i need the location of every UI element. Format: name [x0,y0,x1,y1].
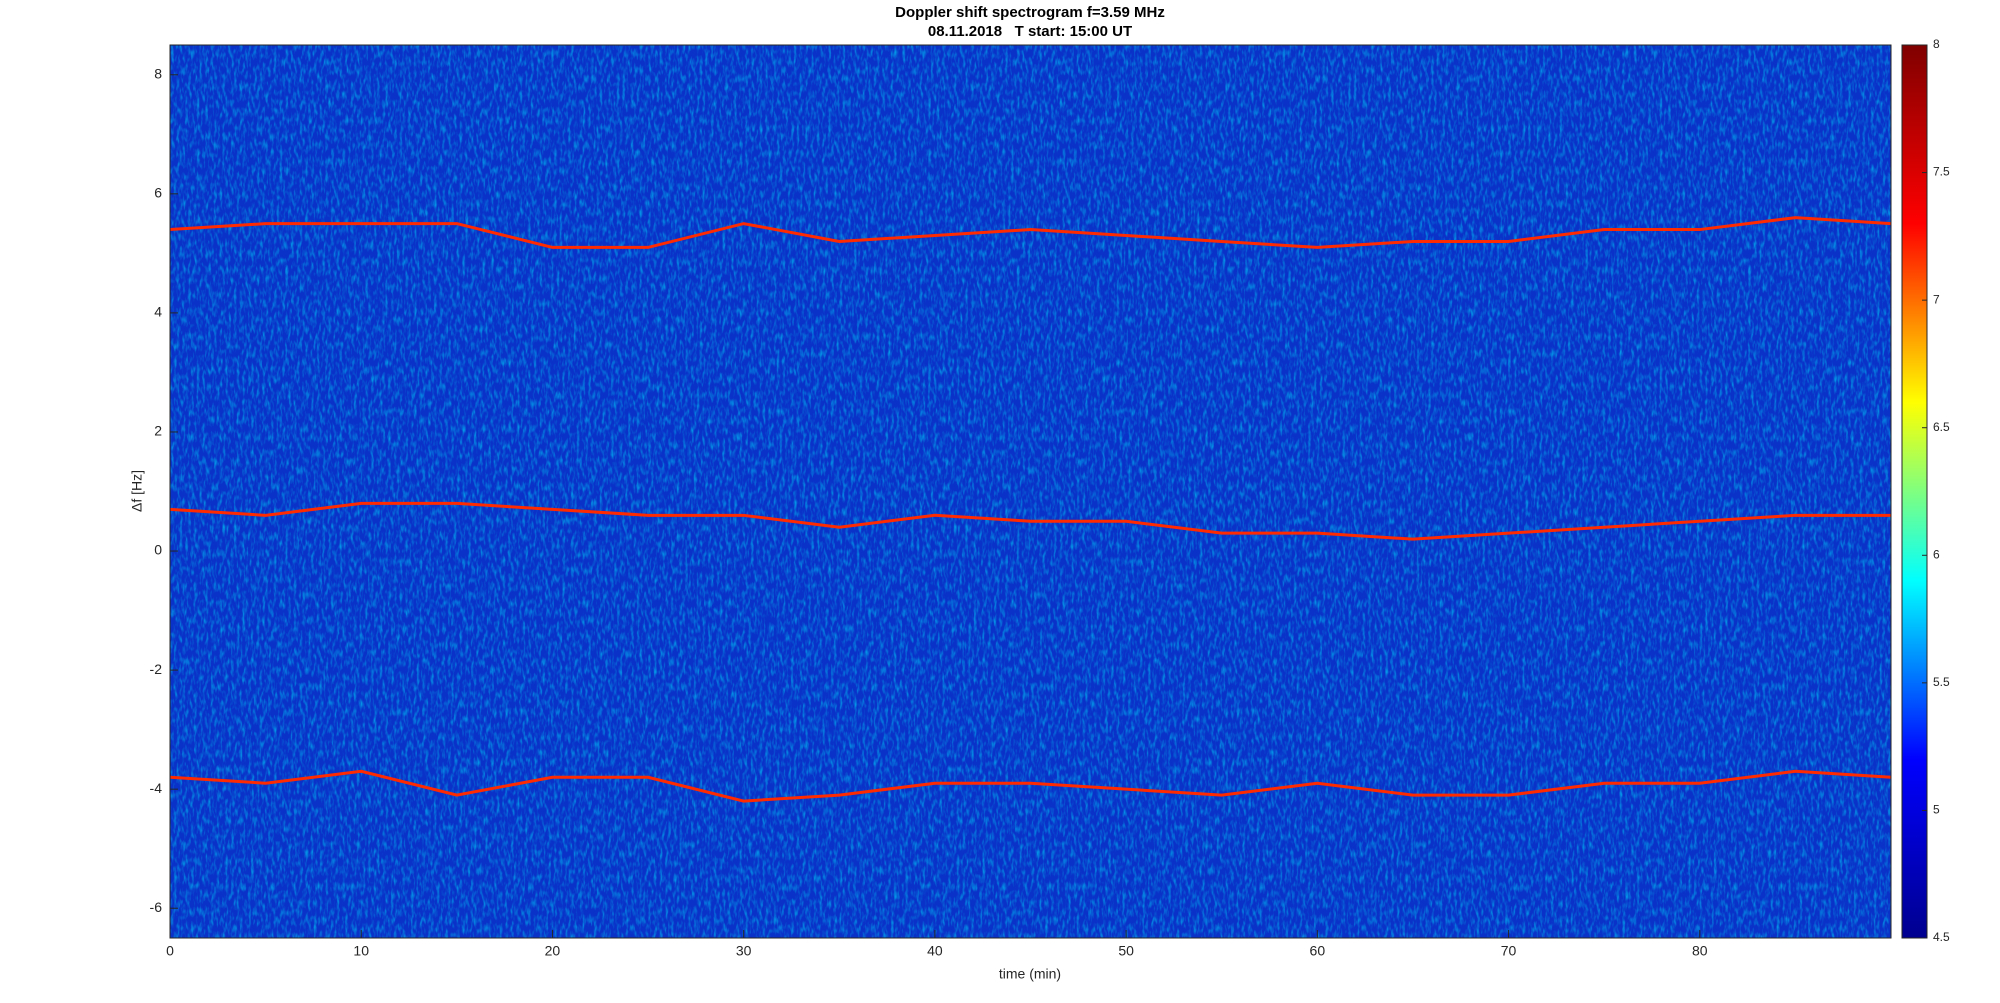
x-tick-label: 70 [1501,943,1517,959]
colorbar-tick-label: 5.5 [1933,675,1950,689]
colorbar-tick-label: 6 [1933,547,1940,561]
y-axis-label: Δf [Hz] [129,470,145,512]
y-tick-label: 8 [154,65,162,81]
spectrogram-noise [170,45,1891,938]
colorbar [1901,44,1928,939]
colorbar-tick-label: 7 [1933,292,1940,306]
y-tick-label: 6 [154,185,162,201]
y-tick-label: -6 [150,899,163,915]
trace-line [169,501,1891,541]
x-tick-label: 80 [1692,943,1708,959]
chart-subtitle: 08.11.2018 T start: 15:00 UT [928,23,1132,40]
colorbar-tick-label: 6.5 [1933,420,1950,434]
plot-frame [169,44,1892,939]
x-tick-label: 10 [353,943,369,959]
trace-line [169,769,1892,803]
colorbar-tick-label: 5 [1933,803,1940,817]
x-tick-label: 20 [545,943,561,959]
x-tick-label: 50 [1118,943,1134,959]
y-tick-label: -4 [150,780,163,796]
y-tick-label: 2 [154,423,162,439]
y-tick-label: 4 [154,304,162,320]
x-axis-label: time (min) [999,966,1061,982]
trace-line [169,216,1892,249]
x-tick-label: 40 [927,943,943,959]
colorbar-tick-label: 4.5 [1933,930,1950,944]
x-tick-label: 30 [736,943,752,959]
x-tick-label: 60 [1310,943,1326,959]
x-tick-label: 0 [166,943,174,959]
y-tick-label: 0 [154,542,162,558]
y-tick-label: -2 [150,661,163,677]
chart-title: Doppler shift spectrogram f=3.59 MHz [895,4,1165,21]
colorbar-tick-label: 8 [1933,37,1940,51]
colorbar-tick-label: 7.5 [1933,165,1950,179]
